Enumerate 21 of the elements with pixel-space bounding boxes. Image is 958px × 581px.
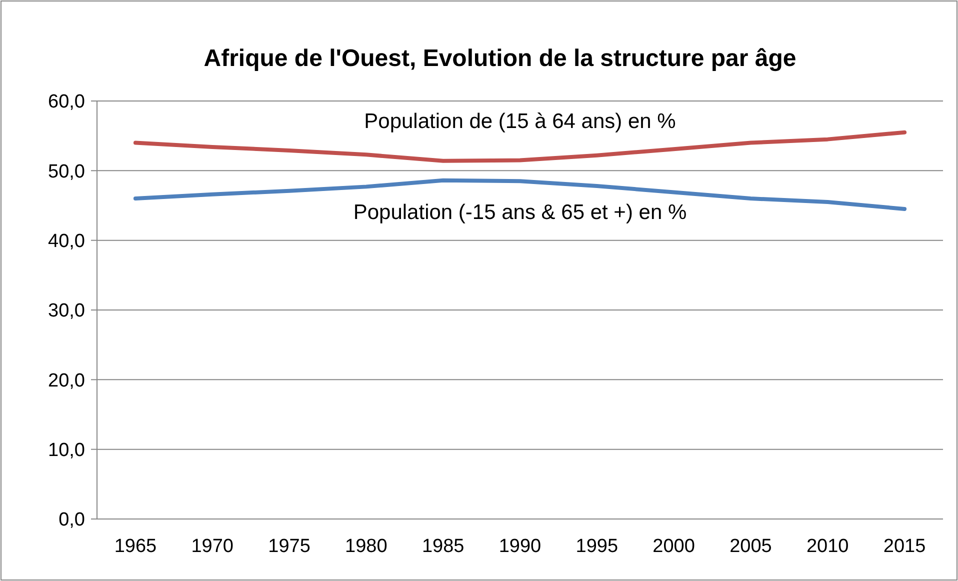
x-tick-label: 1970 <box>191 536 234 557</box>
x-tick-label: 2015 <box>883 536 926 557</box>
y-tick-label: 40,0 <box>48 230 85 252</box>
y-tick-label: 50,0 <box>48 161 85 182</box>
x-tick-label: 2000 <box>652 536 695 557</box>
series-label: Population (-15 ans & 65 et +) en % <box>353 201 687 224</box>
series-label: Population de (15 à 64 ans) en % <box>364 110 676 134</box>
x-tick-label: 1965 <box>114 536 157 557</box>
x-tick-label: 1980 <box>345 536 388 557</box>
x-tick-label: 1995 <box>576 536 618 557</box>
x-tick-label: 1975 <box>268 536 310 557</box>
x-tick-label: 2005 <box>730 536 772 557</box>
y-tick-label: 20,0 <box>48 370 85 392</box>
x-tick-label: 1985 <box>422 536 464 557</box>
y-tick-label: 60,0 <box>48 92 85 113</box>
y-tick-label: 0,0 <box>58 510 85 531</box>
y-tick-label: 30,0 <box>48 300 85 322</box>
x-tick-label: 2010 <box>806 536 849 557</box>
chart-title: Afrique de l'Ouest, Evolution de la structure par âge <box>204 45 796 72</box>
x-tick-label: 1990 <box>498 536 542 557</box>
y-tick-label: 10,0 <box>48 440 85 461</box>
